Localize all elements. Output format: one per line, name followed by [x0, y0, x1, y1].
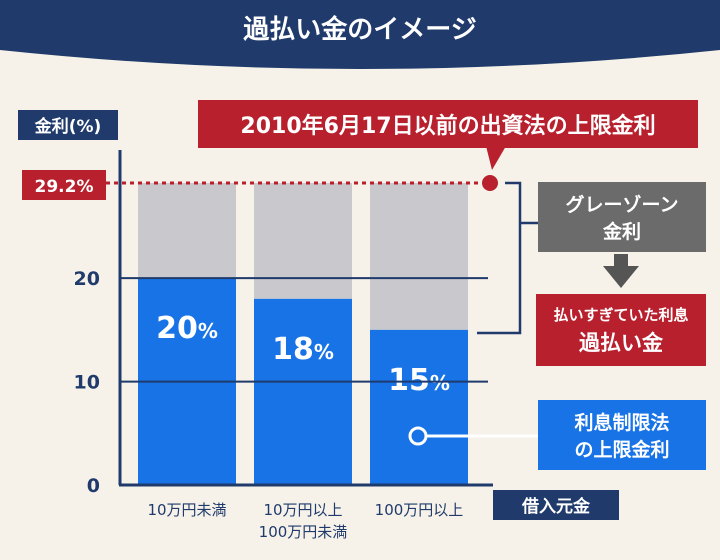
gray-zone-box — [538, 182, 706, 252]
axes-group: 10万円未満 10万円以上 100万円未満 100万円以上 0 10 20 — [74, 150, 493, 541]
y-tick-label-20: 20 — [74, 268, 100, 290]
overpayment-box — [536, 294, 706, 366]
bar-value-number-0: 20 — [156, 311, 198, 346]
old-limit-callout-text: 2010年6月17日以前の出資法の上限金利 — [240, 113, 655, 139]
bar-value-unit-1: % — [314, 340, 334, 364]
legal-cap-pointer-dot — [408, 426, 428, 446]
legal-cap-text-line1: 利息制限法 — [574, 411, 669, 434]
gray-zone-bracket — [477, 181, 522, 335]
down-arrow-shaft — [614, 254, 628, 268]
x-tick-label-1-1: 100万円未満 — [259, 523, 348, 541]
bar-legal-cap-1 — [254, 298, 352, 485]
bar-value-unit-2: % — [430, 371, 450, 395]
legal-cap-box — [538, 400, 706, 470]
x-tick-label-2-0: 100万円以上 — [375, 501, 464, 519]
bar-value-number-2: 15 — [388, 363, 430, 398]
bar-gray-zone-2 — [370, 183, 468, 330]
x-tick-label-1-0: 10万円以上 — [263, 501, 342, 519]
gray-zone-text-line1: グレーゾーン — [565, 193, 678, 216]
down-arrow-head — [603, 266, 639, 288]
header-band — [0, 0, 720, 69]
bar-legal-cap-2 — [370, 329, 468, 485]
reference-dot — [482, 175, 498, 191]
x-axis-label-box — [493, 490, 619, 520]
bar-value-number-1: 18 — [272, 332, 314, 367]
bar-value-label-2: 15% — [388, 363, 450, 398]
x-tick-label-0-0: 10万円未満 — [147, 501, 226, 519]
reference-line-label: 29.2% — [35, 177, 94, 197]
overpayment-text-line1: 払いすぎていた利息 — [553, 306, 688, 324]
overpayment-text-line2: 過払い金 — [579, 331, 664, 355]
y-axis-label: 金利(%) — [34, 116, 102, 137]
old-limit-callout-pointer — [486, 146, 506, 170]
bar-value-label-1: 18% — [272, 332, 334, 367]
x-axis-label: 借入元金 — [521, 496, 591, 517]
y-tick-label-0: 0 — [87, 475, 100, 497]
bar-value-unit-0: % — [198, 319, 218, 343]
reference-line-label-box — [22, 170, 106, 200]
gray-zone-text-line2: 金利 — [602, 220, 641, 243]
page-title: 過払い金のイメージ — [243, 14, 476, 45]
y-tick-label-10: 10 — [74, 372, 100, 394]
bar-gray-zone-1 — [254, 183, 352, 299]
old-limit-callout-box — [198, 100, 698, 148]
y-axis-label-box — [18, 110, 118, 140]
bar-value-label-0: 20% — [156, 311, 218, 346]
bar-gray-zone-0 — [138, 183, 236, 279]
legal-cap-text-line2: の上限金利 — [574, 438, 669, 461]
